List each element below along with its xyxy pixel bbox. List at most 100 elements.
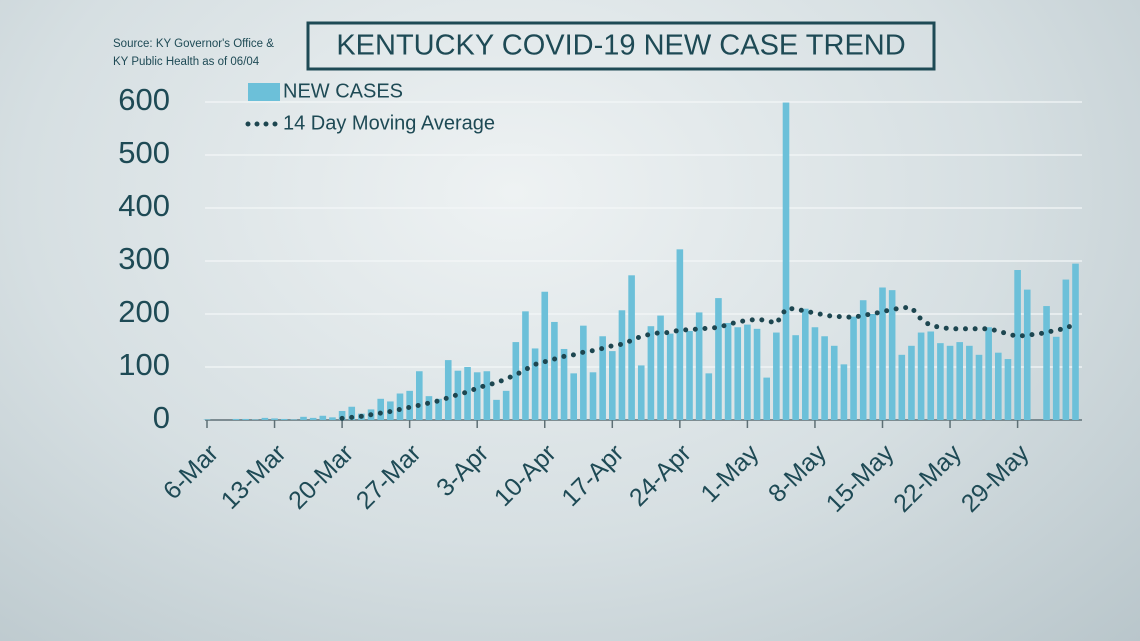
bar	[618, 310, 626, 420]
source-line: Source: KY Governor's Office &	[113, 38, 274, 50]
bar	[637, 365, 645, 420]
bar	[763, 377, 770, 420]
bar	[975, 354, 983, 420]
x-tick-label: 29-May	[956, 439, 1035, 518]
y-tick-label: 100	[118, 347, 170, 382]
x-tick-label: 13-Mar	[216, 439, 292, 515]
bar	[300, 416, 307, 420]
bar	[715, 298, 722, 420]
y-tick-label: 300	[118, 241, 170, 276]
bar	[850, 316, 857, 420]
bar	[570, 373, 577, 420]
bar	[985, 327, 992, 420]
bar	[609, 351, 616, 420]
legend-label: 14 Day Moving Average	[283, 112, 495, 134]
x-tick-label: 1-May	[695, 439, 764, 508]
bar	[599, 336, 606, 420]
bar	[338, 410, 346, 420]
bar	[280, 418, 288, 420]
bar	[416, 371, 423, 420]
bar	[251, 419, 259, 420]
bar	[676, 249, 684, 420]
x-tick-label: 22-May	[888, 439, 967, 518]
x-tick-label: 10-Apr	[489, 439, 562, 512]
source-line: KY Public Health as of 06/04	[113, 56, 260, 68]
bar	[956, 342, 963, 420]
bar	[483, 371, 491, 420]
bar	[937, 343, 944, 420]
bar	[454, 370, 462, 420]
bar	[1004, 359, 1012, 420]
bar	[657, 315, 664, 420]
bar	[946, 345, 954, 420]
bar	[1014, 270, 1021, 420]
bar	[647, 326, 655, 420]
bar	[869, 314, 877, 420]
bar	[782, 102, 790, 420]
bar	[290, 419, 298, 420]
bar	[1052, 336, 1060, 420]
bar	[329, 417, 336, 420]
bar	[522, 311, 529, 420]
bar	[628, 275, 635, 420]
y-tick-label: 0	[153, 400, 170, 435]
bar	[724, 323, 732, 420]
bar	[666, 333, 674, 420]
x-tick-label: 24-Apr	[624, 439, 697, 512]
y-tick-label: 500	[118, 135, 170, 170]
bar	[917, 332, 925, 420]
bar	[811, 327, 819, 420]
bar	[232, 418, 240, 420]
chart-title: KENTUCKY COVID-19 NEW CASE TREND	[336, 30, 905, 62]
bar	[802, 308, 809, 420]
x-tick-label: 15-May	[821, 439, 900, 518]
bar	[396, 393, 404, 420]
bar	[1062, 279, 1070, 420]
bar	[242, 418, 249, 420]
y-tick-label: 400	[118, 188, 170, 223]
bar	[425, 396, 433, 420]
bar	[927, 331, 935, 420]
bar	[1072, 263, 1079, 420]
bar	[580, 325, 587, 420]
bar	[734, 327, 742, 420]
bar	[464, 367, 471, 420]
bar	[840, 364, 848, 420]
legend-swatch-bar	[248, 83, 280, 101]
bar	[859, 300, 867, 420]
bar	[261, 417, 269, 420]
bar	[493, 399, 500, 420]
x-tick-label: 3-Apr	[431, 439, 494, 502]
bar	[435, 398, 442, 420]
bar	[1023, 289, 1031, 420]
bar	[203, 419, 211, 420]
bar	[753, 328, 761, 420]
bar	[502, 390, 510, 420]
bar	[319, 415, 327, 420]
moving-average-line	[339, 305, 1078, 421]
bar	[1043, 306, 1050, 420]
bar	[695, 312, 703, 420]
bar	[473, 372, 481, 420]
bar	[348, 406, 356, 420]
bar	[444, 360, 452, 420]
bar	[792, 335, 799, 420]
bar	[686, 330, 693, 420]
bar	[271, 418, 278, 420]
bar	[309, 417, 317, 420]
bar	[705, 373, 713, 420]
x-tick-label: 27-Mar	[351, 439, 427, 515]
bar	[744, 324, 751, 420]
bar	[898, 354, 906, 420]
legend-label: NEW CASES	[283, 80, 403, 102]
bar	[908, 345, 915, 420]
bar	[821, 336, 828, 420]
bar	[377, 398, 384, 420]
bar	[551, 321, 558, 420]
bar	[773, 332, 780, 420]
bar	[589, 372, 597, 420]
y-tick-label: 200	[118, 294, 170, 329]
bar	[560, 348, 568, 420]
bar	[966, 345, 973, 420]
